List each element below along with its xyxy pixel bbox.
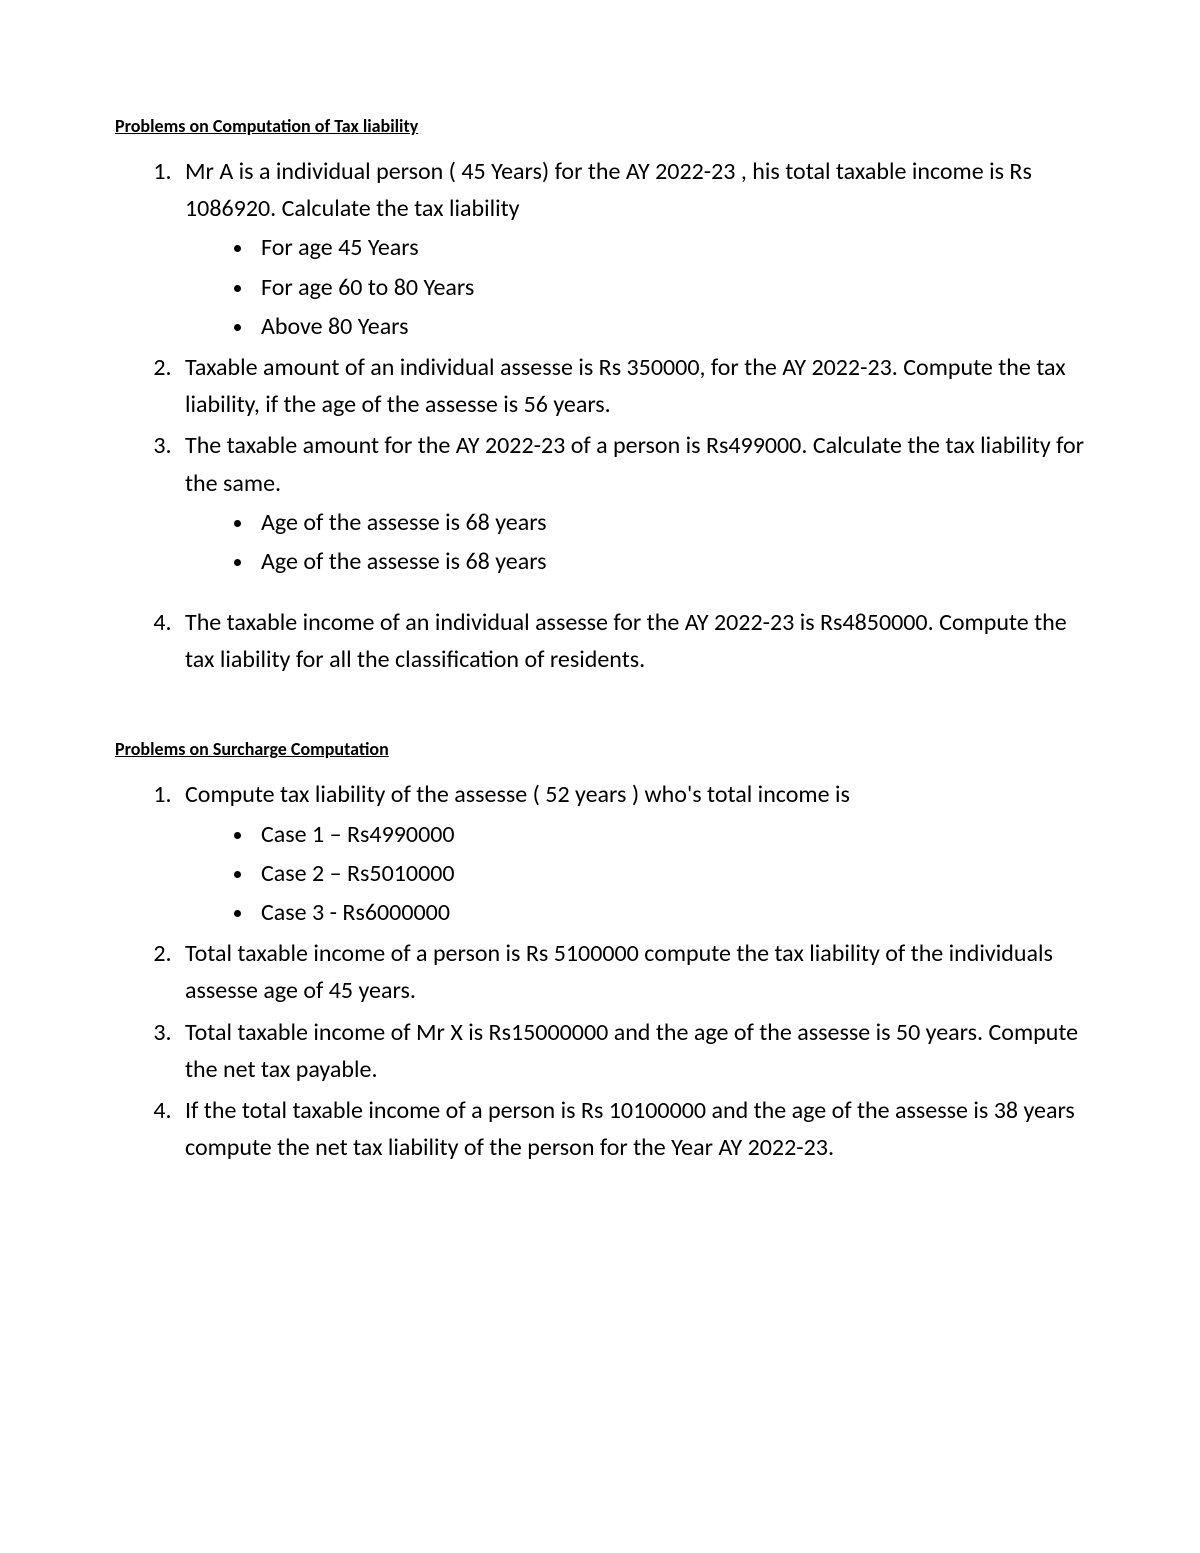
- list-item: Taxable amount of an individual assesse …: [177, 349, 1085, 423]
- bullet-list: For age 45 Years For age 60 to 80 Years …: [255, 229, 1085, 345]
- list-item: The taxable income of an individual asse…: [177, 604, 1085, 678]
- section2-heading: Problems on Surcharge Computation: [115, 738, 1085, 760]
- item-text: The taxable income of an individual asse…: [185, 608, 1067, 674]
- list-item: The taxable amount for the AY 2022-23 of…: [177, 427, 1085, 600]
- item-text: Mr A is a individual person ( 45 Years) …: [185, 157, 1032, 223]
- section2-list: Compute tax liability of the assesse ( 5…: [177, 776, 1085, 1166]
- list-item: If the total taxable income of a person …: [177, 1092, 1085, 1166]
- item-text: The taxable amount for the AY 2022-23 of…: [185, 431, 1084, 497]
- bullet-list: Case 1 – Rs4990000 Case 2 – Rs5010000 Ca…: [255, 816, 1085, 932]
- bullet-item: Age of the assesse is 68 years: [255, 543, 1085, 580]
- item-text: Compute tax liability of the assesse ( 5…: [185, 780, 850, 809]
- bullet-item: Case 1 – Rs4990000: [255, 816, 1085, 853]
- list-item: Total taxable income of a person is Rs 5…: [177, 935, 1085, 1009]
- bullet-item: For age 60 to 80 Years: [255, 269, 1085, 306]
- section1-list: Mr A is a individual person ( 45 Years) …: [177, 153, 1085, 678]
- list-item: Mr A is a individual person ( 45 Years) …: [177, 153, 1085, 345]
- bullet-item: Age of the assesse is 68 years: [255, 504, 1085, 541]
- item-text: If the total taxable income of a person …: [185, 1096, 1075, 1162]
- item-text: Total taxable income of Mr X is Rs150000…: [185, 1018, 1078, 1084]
- list-item: Total taxable income of Mr X is Rs150000…: [177, 1014, 1085, 1088]
- bullet-item: Case 3 - Rs6000000: [255, 894, 1085, 931]
- list-item: Compute tax liability of the assesse ( 5…: [177, 776, 1085, 931]
- bullet-item: For age 45 Years: [255, 229, 1085, 266]
- bullet-list: Age of the assesse is 68 years Age of th…: [255, 504, 1085, 580]
- section1-heading: Problems on Computation of Tax liability: [115, 115, 1085, 137]
- item-text: Taxable amount of an individual assesse …: [185, 353, 1066, 419]
- document-page: Problems on Computation of Tax liability…: [115, 115, 1085, 1166]
- item-text: Total taxable income of a person is Rs 5…: [185, 939, 1053, 1005]
- bullet-item: Above 80 Years: [255, 308, 1085, 345]
- bullet-item: Case 2 – Rs5010000: [255, 855, 1085, 892]
